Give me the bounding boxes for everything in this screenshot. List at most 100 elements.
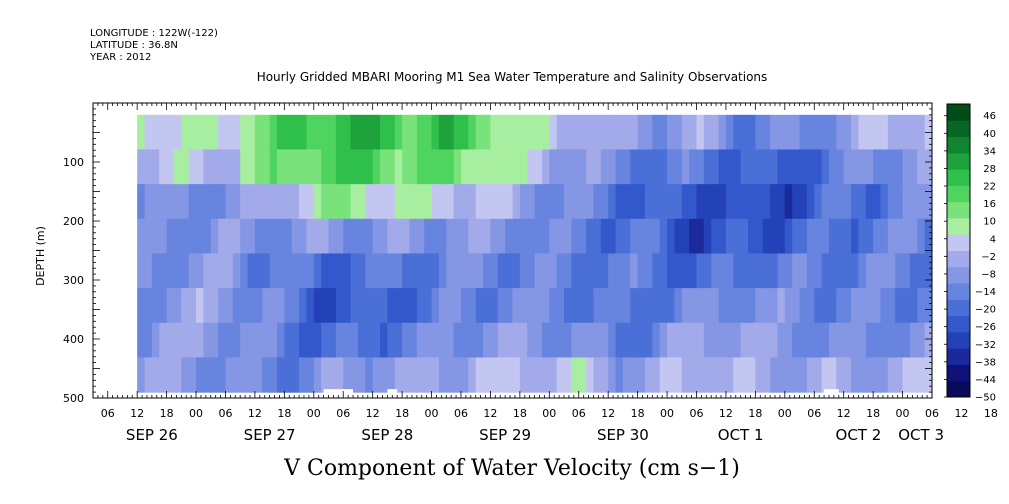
heatmap-cell [240,218,249,255]
heatmap-cell [902,357,911,393]
heatmap-cell [895,184,904,220]
heatmap-cell [409,184,418,220]
heatmap-cell [424,253,433,289]
heatmap-cell [247,184,256,220]
heatmap-cell [777,184,786,220]
heatmap-cell [460,357,469,393]
heatmap-cell [696,184,705,220]
heatmap-cell [644,357,653,393]
heatmap-cell [851,218,859,255]
heatmap-cell [593,253,602,289]
heatmap-cell [895,218,904,255]
heatmap-cell [284,322,293,359]
heatmap-cell [424,357,433,393]
heatmap-cell [799,149,808,185]
heatmap-cell [203,114,212,151]
heatmap-cell [806,114,815,151]
heatmap-cell [446,184,455,220]
heatmap-cell [173,218,182,255]
heatmap-cell [865,253,874,289]
heatmap-cell [262,114,271,151]
heatmap-cell [703,184,712,220]
heatmap-cell [667,184,676,220]
x-day-tick-label: SEP 29 [479,426,531,444]
heatmap-cell [740,184,749,220]
heatmap-cell [887,288,896,324]
heatmap-cell [328,218,337,255]
heatmap-cell [792,114,801,151]
heatmap-cell [357,357,366,393]
heatmap-cell [380,288,388,324]
heatmap-cell [806,322,815,359]
heatmap-cell [475,357,484,393]
heatmap-cell [166,322,175,359]
heatmap-cell [468,253,477,289]
heatmap-cell [188,322,197,359]
heatmap-cell [291,149,300,185]
heatmap-cell [534,149,543,185]
heatmap-cell [858,357,867,393]
heatmap-cell [262,253,271,289]
heatmap-cell [586,218,595,255]
heatmap-cell [770,288,779,324]
colorbar-tick-label: −14 [975,287,996,298]
heatmap-cell [777,149,786,185]
heatmap-cell [659,322,668,359]
heatmap-cell [873,357,882,393]
heatmap-cell [173,184,182,220]
heatmap-cell [276,218,285,255]
heatmap-cell [173,253,182,289]
heatmap-cell [497,184,506,220]
heatmap-cell [475,253,484,289]
heatmap-cell [188,184,197,220]
heatmap-cell [814,288,823,324]
heatmap-cell [321,218,330,255]
heatmap-cell [843,218,852,255]
x-day-tick-label: OCT 3 [898,426,944,444]
heatmap-cell [917,253,926,289]
heatmap-cell [681,322,690,359]
heatmap-cell [652,288,661,324]
heatmap-cell [556,218,565,255]
heatmap-cell [534,322,543,359]
heatmap-cell [416,253,425,289]
heatmap-cell [659,218,668,255]
heatmap-cell [254,114,263,151]
heatmap-cell [534,114,543,151]
y-tick-label: 200 [63,215,84,228]
heatmap-cell [755,322,764,359]
colorbar-tick-label: −2 [981,252,996,263]
heatmap-cell [637,184,646,220]
heatmap-cell [689,253,698,289]
heatmap-cell [696,253,705,289]
heatmap-cell [556,253,565,289]
heatmap-cell [792,149,801,185]
heatmap-cell [549,253,558,289]
heatmap-cell [313,184,322,220]
heatmap-cell [284,253,293,289]
heatmap-cell [630,288,639,324]
heatmap-cell [505,322,514,359]
y-tick-label: 400 [63,333,84,346]
x-hour-tick-label: 00 [189,407,203,420]
heatmap-cell [843,322,852,359]
heatmap-cell [711,357,720,393]
heatmap-cell [733,253,742,289]
heatmap-cell [600,288,609,324]
heatmap-cell [335,253,344,289]
heatmap-cell [240,114,249,151]
heatmap-cell [365,114,374,151]
heatmap-cell [748,322,756,359]
heatmap-cell [696,322,705,359]
heatmap-cell [622,357,631,393]
heatmap-cell [586,114,595,151]
heatmap-cell [718,114,727,151]
heatmap-cell [365,218,374,255]
heatmap-cell [814,322,823,359]
heatmap-cell [380,322,388,359]
x-hour-tick-label: 06 [336,407,350,420]
heatmap-cell [350,114,359,151]
heatmap-cell [887,253,896,289]
heatmap-cell [674,184,683,220]
heatmap-cell [343,218,352,255]
